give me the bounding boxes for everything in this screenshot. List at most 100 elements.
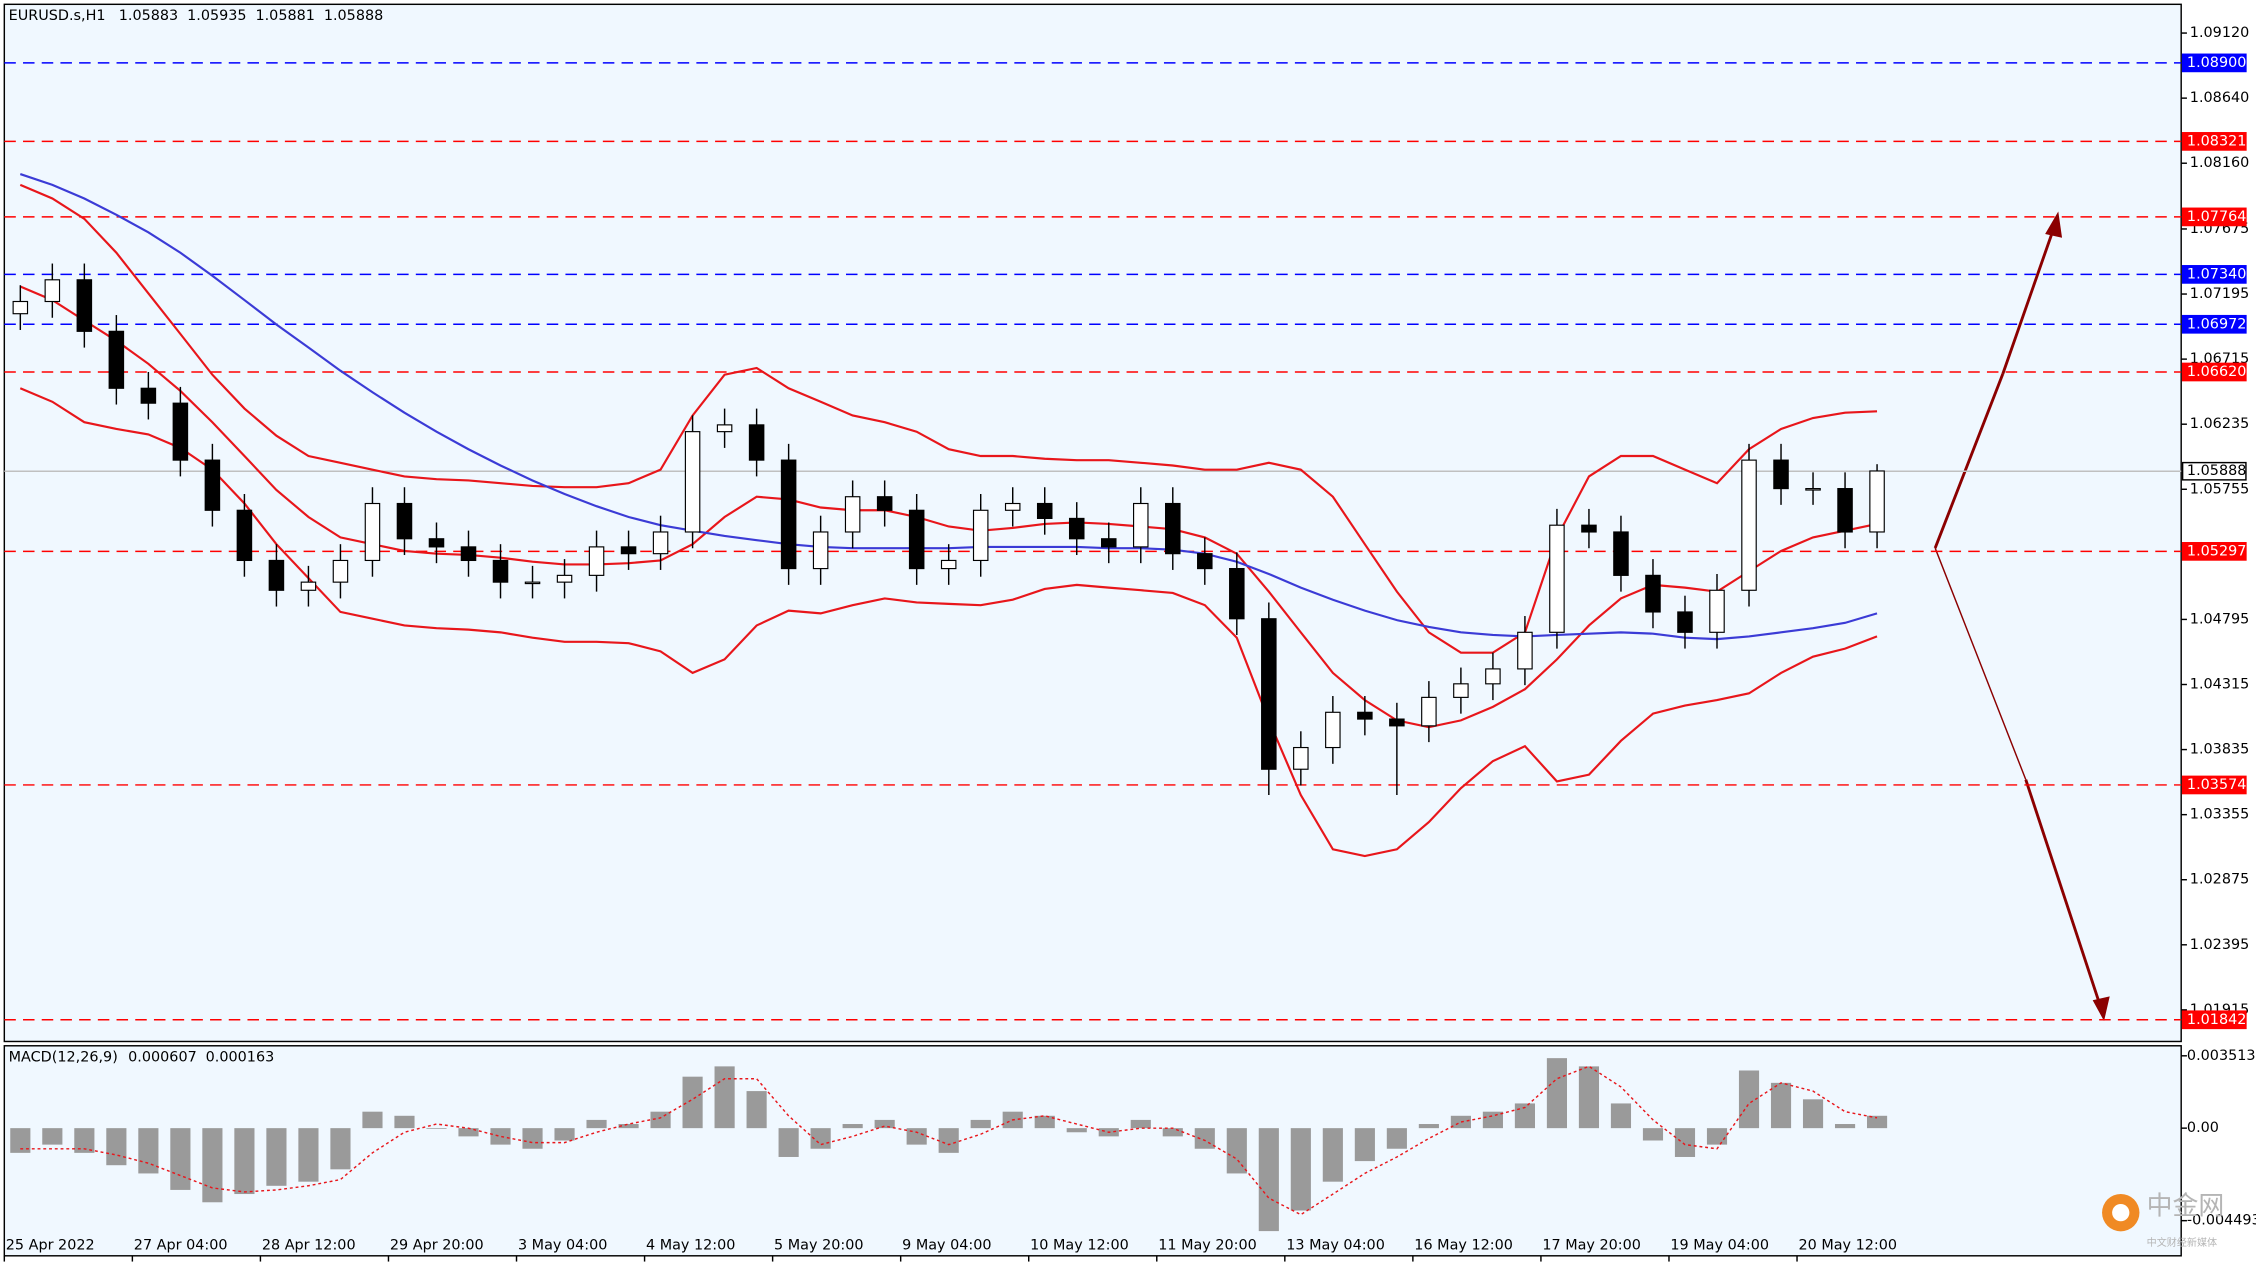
level-label: 1.07764 (2187, 209, 2246, 225)
level-label-box (2181, 542, 2247, 561)
candle-body (1613, 531, 1629, 576)
macd-header: MACD(12,26,9) 0.000607 0.000163 (9, 1049, 275, 1065)
macd-bar (1546, 1058, 1568, 1129)
macd-bar (1418, 1124, 1439, 1129)
candle-body (1100, 538, 1117, 548)
candle-body (812, 531, 829, 570)
y-tick-label: -0.004493 (2187, 1213, 2256, 1229)
macd-bar (1450, 1115, 1471, 1129)
candle-body (1805, 488, 1821, 491)
x-tick-label: 29 Apr 20:00 (390, 1238, 484, 1254)
candle-body (716, 424, 733, 433)
macd-bar (1290, 1128, 1311, 1211)
y-tick-label: 1.04315 (2190, 677, 2249, 693)
candle-body (1165, 502, 1181, 555)
macd-bar (202, 1128, 223, 1203)
candle-body (428, 538, 445, 548)
header: EURUSD.s,H1 1.05883 1.05935 1.05881 1.05… (9, 8, 384, 24)
macd-bar (490, 1128, 511, 1145)
macd-bar (1162, 1128, 1183, 1137)
macd-panel (3, 1045, 2182, 1257)
level-label: 1.01842 (2187, 1012, 2246, 1028)
candle-body (1709, 589, 1725, 633)
candle-body (460, 546, 477, 562)
macd-bar (682, 1076, 703, 1129)
quote: 1.05888 (324, 8, 383, 24)
macd-bar (906, 1128, 927, 1145)
macd-bar (1578, 1066, 1600, 1129)
macd-reading: 0.000607 (128, 1049, 197, 1065)
x-tick-label: 27 Apr 04:00 (134, 1238, 228, 1254)
watermark: 中金网 中文财经新媒体 (2102, 1191, 2225, 1249)
level-label-box (2181, 314, 2247, 334)
arrow (2001, 225, 2056, 375)
macd-bar (1674, 1128, 1696, 1157)
candle-body (1132, 502, 1149, 548)
signal-line (20, 1065, 1878, 1216)
macd-bar (1066, 1128, 1087, 1133)
macd-bar (234, 1128, 255, 1195)
y-tick-label: 1.06235 (2190, 416, 2249, 432)
candle-body (1197, 553, 1213, 570)
x-tick-label: 3 May 04:00 (518, 1238, 607, 1254)
candle-body (236, 509, 253, 562)
macd-bar (970, 1119, 991, 1129)
level-label-box (2181, 1010, 2247, 1030)
macd-bar (522, 1128, 543, 1149)
level-label: 1.07340 (2187, 266, 2246, 282)
candle-body (364, 502, 381, 562)
x-tick-label: 28 Apr 12:00 (262, 1238, 356, 1254)
level-label-box (2181, 53, 2247, 73)
candle-body (556, 574, 573, 583)
x-tick-label: 5 May 20:00 (774, 1238, 863, 1254)
level-label-box (2181, 461, 2247, 481)
candle-body (44, 279, 61, 303)
candle-body (972, 509, 989, 562)
level-label-box (2181, 362, 2247, 382)
macd-bar (362, 1111, 383, 1129)
x-tick-label: 10 May 12:00 (1030, 1238, 1129, 1254)
level-label: 1.05297 (2187, 543, 2246, 559)
candle-body (1068, 517, 1085, 540)
candle-body (204, 459, 221, 511)
macd-bar (1258, 1128, 1279, 1232)
macd-bar (874, 1119, 895, 1129)
arrow (2024, 779, 2102, 1008)
candle-body (524, 581, 541, 585)
macd-bar (938, 1128, 959, 1153)
macd-bar (1322, 1128, 1343, 1182)
macd-bar (1130, 1119, 1151, 1129)
y-tick-label: 1.05755 (2190, 481, 2249, 497)
macd-bar (1482, 1111, 1503, 1129)
watermark-title: 中金网 (2147, 1191, 2225, 1221)
x-tick-label: 9 May 04:00 (902, 1238, 991, 1254)
macd-bar (298, 1128, 319, 1182)
candle-body (140, 387, 157, 404)
candle-body (332, 559, 349, 583)
arrow (1934, 547, 2027, 780)
macd-bar (1834, 1124, 1856, 1129)
level-label: 1.05888 (2187, 463, 2246, 479)
candle-body (1869, 470, 1885, 533)
candle-body (940, 559, 957, 570)
macd-bar (1866, 1115, 1888, 1129)
candle-body (172, 402, 189, 461)
candle-body (1645, 574, 1661, 613)
forecast-arrows (1933, 211, 2110, 1022)
x-tick-label: 20 May 12:00 (1798, 1238, 1897, 1254)
x-tick-label: 17 May 20:00 (1542, 1238, 1641, 1254)
candle-body (1773, 459, 1789, 490)
arrow-head (2092, 996, 2110, 1022)
candle-body (12, 300, 29, 315)
level-label: 1.06972 (2187, 316, 2246, 332)
level-label-box (2181, 265, 2247, 284)
x-tick-label: 4 May 12:00 (646, 1238, 735, 1254)
candle-body (748, 424, 765, 461)
macd-bar (650, 1111, 671, 1129)
candle-body (108, 330, 125, 389)
macd-title: MACD(12,26,9) (9, 1049, 118, 1065)
quote: 1.05881 (255, 8, 314, 24)
candle-body (268, 559, 285, 591)
candle-body (1453, 683, 1469, 698)
